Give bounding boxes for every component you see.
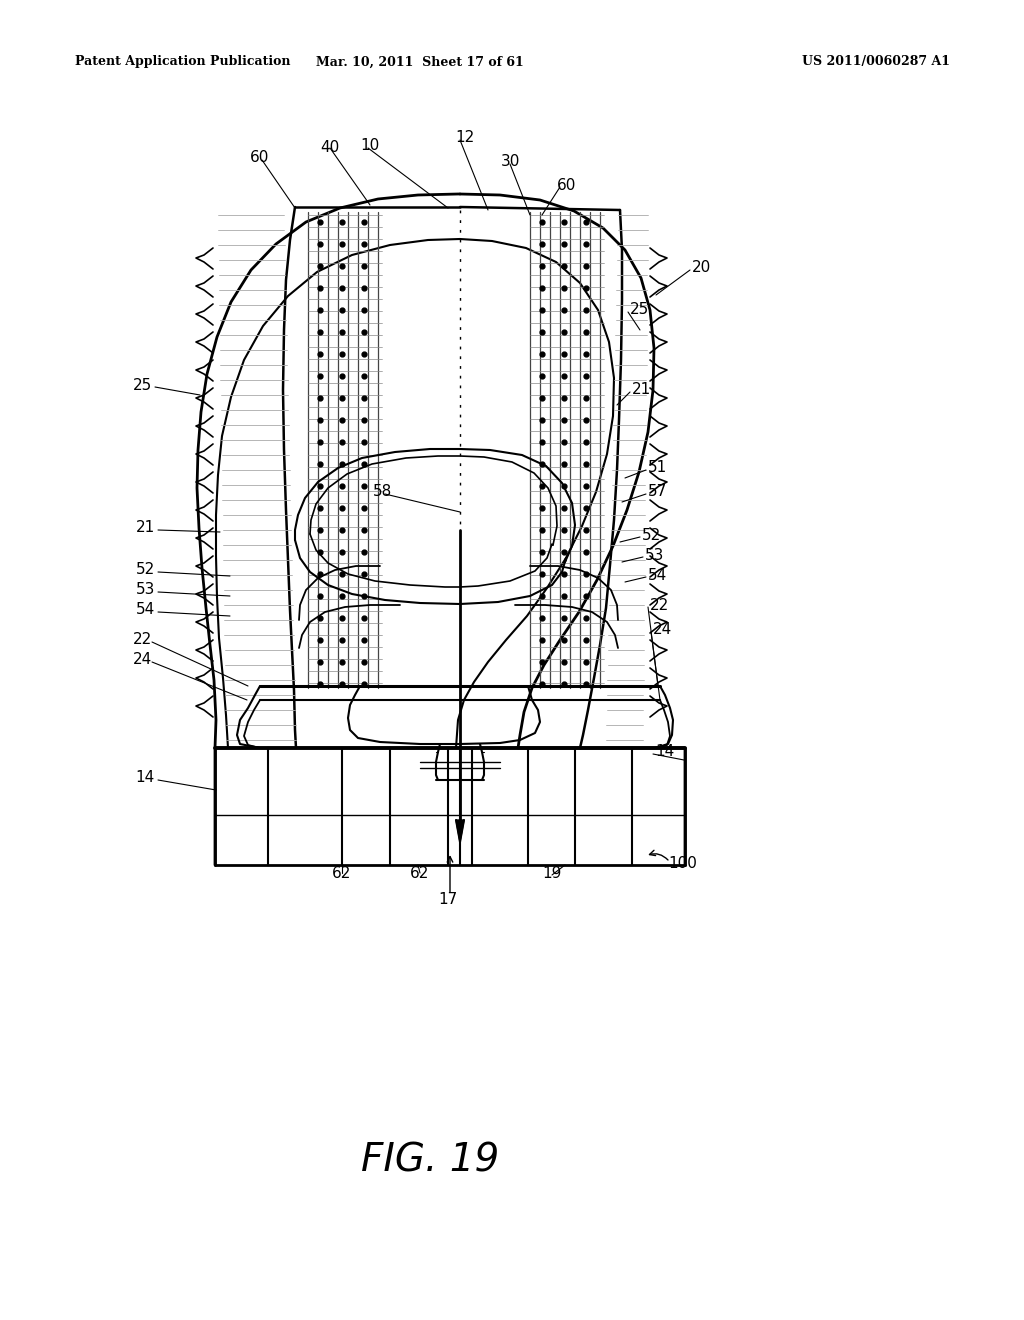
Text: US 2011/0060287 A1: US 2011/0060287 A1 — [802, 55, 950, 69]
Text: 24: 24 — [653, 623, 672, 638]
Text: 54: 54 — [136, 602, 155, 618]
Text: 58: 58 — [374, 484, 392, 499]
Text: Patent Application Publication: Patent Application Publication — [75, 55, 291, 69]
Text: 19: 19 — [543, 866, 562, 880]
Text: 40: 40 — [321, 140, 340, 156]
Text: 22: 22 — [133, 632, 152, 648]
Text: 14: 14 — [136, 771, 155, 785]
Text: 10: 10 — [360, 137, 380, 153]
Text: 54: 54 — [648, 568, 668, 582]
Text: 14: 14 — [655, 744, 674, 759]
Text: 100: 100 — [668, 855, 697, 870]
Text: 21: 21 — [632, 383, 651, 397]
Text: 25: 25 — [133, 378, 152, 392]
Text: 17: 17 — [438, 892, 458, 908]
Text: 20: 20 — [692, 260, 712, 276]
Text: FIG. 19: FIG. 19 — [360, 1140, 499, 1179]
Text: 12: 12 — [456, 131, 475, 145]
Text: 21: 21 — [136, 520, 155, 536]
Polygon shape — [456, 820, 464, 842]
Text: 53: 53 — [135, 582, 155, 598]
Text: 52: 52 — [136, 562, 155, 578]
Text: 57: 57 — [648, 484, 668, 499]
Text: 60: 60 — [557, 177, 577, 193]
Text: 60: 60 — [250, 150, 269, 165]
Text: 30: 30 — [501, 154, 520, 169]
Text: 52: 52 — [642, 528, 662, 543]
Text: 62: 62 — [333, 866, 351, 880]
Text: 62: 62 — [411, 866, 430, 880]
Text: Mar. 10, 2011  Sheet 17 of 61: Mar. 10, 2011 Sheet 17 of 61 — [316, 55, 524, 69]
Text: 25: 25 — [630, 302, 649, 318]
Text: 53: 53 — [645, 548, 665, 562]
Text: 51: 51 — [648, 461, 668, 475]
Text: 22: 22 — [650, 598, 670, 612]
Text: 24: 24 — [133, 652, 152, 668]
